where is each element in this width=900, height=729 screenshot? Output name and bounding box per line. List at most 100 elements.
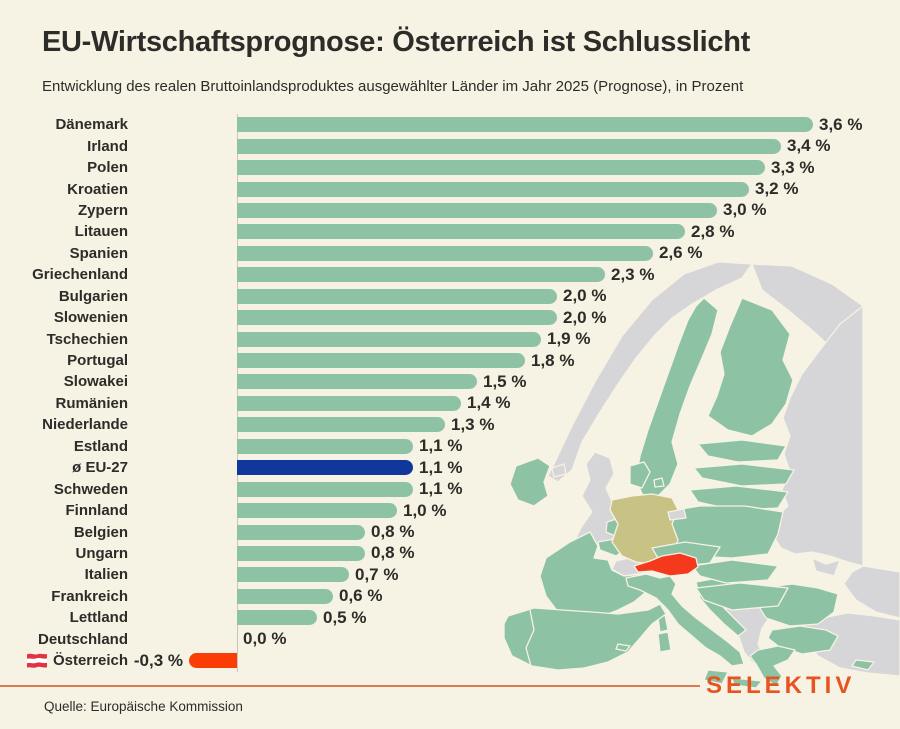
value-bar [237,138,781,154]
bar-zone: 2,0 % [237,286,900,307]
value-label: 1,5 % [483,371,527,391]
negative-zone [128,328,237,349]
value-label: 0,6 % [339,586,383,606]
negative-zone [128,500,237,521]
country-label: Slowenien [0,309,128,326]
value-bar [237,481,413,497]
bar-zone: 1,9 % [237,328,900,349]
negative-zone [128,629,237,650]
country-label-text: Bulgarien [58,287,128,305]
map-region-crete [731,677,763,688]
source-note: Quelle: Europäische Kommission [44,699,243,714]
value-bar [237,202,717,218]
bar-zone: 2,0 % [237,307,900,328]
value-label: 1,1 % [419,436,463,456]
value-label: 2,6 % [659,243,703,263]
country-label-text: Litauen [74,223,128,241]
map-region-crimea [811,557,841,577]
country-label: Tschechien [0,331,128,348]
country-label-text: Slowenien [53,309,128,327]
country-label: Deutschland [0,631,128,648]
negative-zone [128,157,237,178]
negative-zone [128,243,237,264]
bar-row: Irland 3,4 % [0,135,900,156]
bar-row: Slowenien 2,0 % [0,307,900,328]
value-bar [237,610,317,626]
value-label: -0,3 % [133,650,183,670]
bar-row: Griechenland 2,3 % [0,264,900,285]
value-label: 1,9 % [547,329,591,349]
country-label-text: Belgien [73,523,128,541]
country-label: Bulgarien [0,288,128,305]
map-region-sicily [703,669,729,685]
country-label-text: Spanien [69,244,128,262]
country-label-text: Niederlande [42,416,128,434]
map-country-ireland [509,457,551,507]
bar-row: Litauen 2,8 % [0,221,900,242]
bar-zone: 1,3 % [237,414,900,435]
bar-row: Tschechien 1,9 % [0,328,900,349]
bar-zone: 2,6 % [237,243,900,264]
map-country-slovakia [691,559,779,584]
bar-row: Estland 1,1 % [0,436,900,457]
negative-zone [128,457,237,478]
bar-row: Italien 0,7 % [0,564,900,585]
negative-zone [128,135,237,156]
map-country-cyprus [851,659,875,671]
country-label-text: Dänemark [55,116,128,134]
negative-zone [128,307,237,328]
country-label-text: ø EU-27 [72,459,128,477]
bar-row: ø EU-27 1,1 % [0,457,900,478]
bar-row: Rumänien 1,4 % [0,393,900,414]
bar-zone: 3,4 % [237,135,900,156]
value-bar [237,567,349,583]
value-bar [237,160,765,176]
country-label: Estland [0,438,128,455]
country-label-text: Zypern [77,201,128,219]
country-label: Irland [0,138,128,155]
bar-zone: 1,0 % [237,500,900,521]
value-bar [237,374,477,390]
country-label: Ungarn [0,545,129,562]
negative-zone [128,586,237,607]
map-region-kaliningrad [667,508,687,521]
bar-row: Portugal 1,8 % [0,350,900,371]
country-label-text: Finnland [65,502,129,520]
country-label-text: Irland [87,137,128,155]
negative-zone [128,414,237,435]
value-label: 1,1 % [419,479,463,499]
value-bar [237,503,397,519]
bar-zone: 1,8 % [237,350,900,371]
map-country-denmark [629,461,651,489]
map-region-balearics [615,643,631,652]
map-country-italy [625,573,745,667]
bar-zone: 1,1 % [237,436,900,457]
bar-row: Spanien 2,6 % [0,243,900,264]
value-bar [237,224,685,240]
value-label: 1,0 % [403,500,447,520]
map-country-lithuania [689,485,789,511]
page-subtitle: Entwicklung des realen Bruttoinlandsprod… [42,78,744,95]
bar-row: Belgien 0,8 % [0,521,900,542]
value-label: 0,7 % [355,564,399,584]
bar-zone: 0,8 % [237,521,900,542]
country-label-text: Deutschland [37,630,128,648]
bar-zone: 2,3 % [237,264,900,285]
value-label: 3,0 % [723,200,767,220]
map-country-austria [633,552,699,577]
country-label-text: Estland [73,437,128,455]
country-label: Finnland [0,502,129,520]
country-label: ø EU-27 [0,459,128,476]
bar-row: Ungarn 0,8 % [0,543,900,564]
bar-row: Zypern 3,0 % [0,200,900,221]
value-bar [237,395,461,411]
bar-row: Deutschland 0,0 % [0,629,900,650]
bar-row: Niederlande 1,3 % [0,414,900,435]
negative-zone [128,350,237,371]
country-label: Italien [0,566,128,583]
bar-rows: Dänemark 3,6 % Irland 3,4 % Polen 3,3 % Kroati… [0,114,900,671]
country-label: Belgien [0,524,128,541]
value-label: 0,8 % [371,522,415,542]
bar-zone: 3,3 % [237,157,900,178]
